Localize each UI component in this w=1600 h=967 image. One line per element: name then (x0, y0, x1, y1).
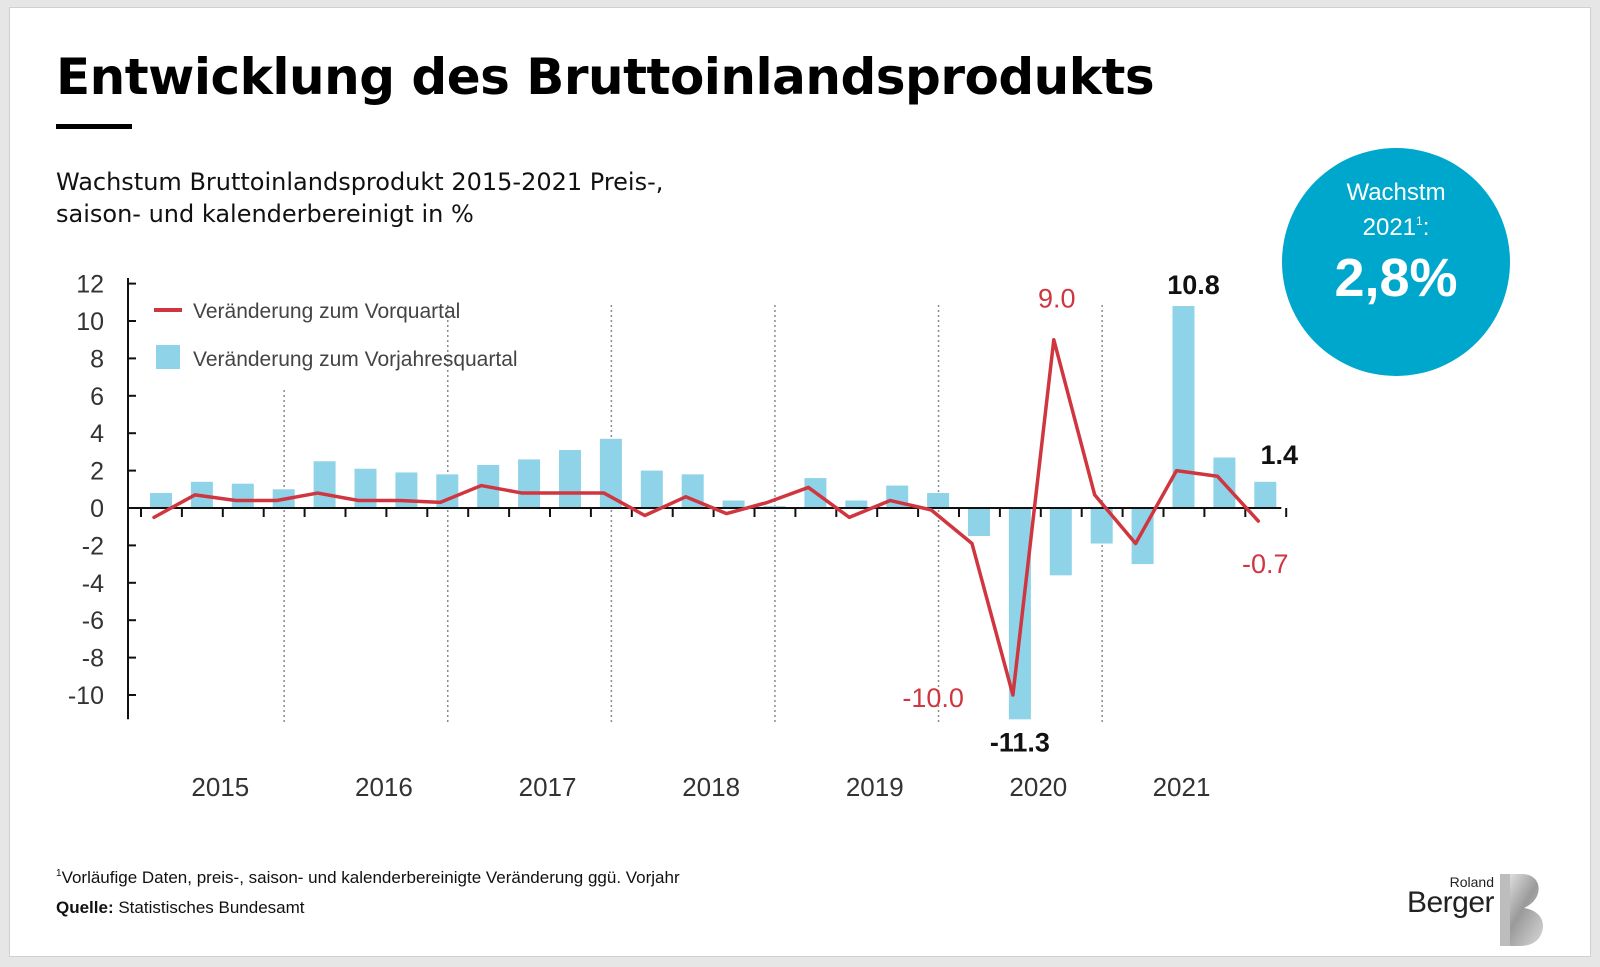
legend-label-vorquartal: Veränderung zum Vorquartal (193, 300, 460, 323)
y-tick-label: -4 (82, 570, 104, 598)
bar-vorjahresquartal (1008, 508, 1031, 720)
x-year-label: 2016 (355, 772, 413, 802)
data-label: 1.4 (1261, 440, 1299, 470)
badge-value: 2,8% (1334, 248, 1458, 308)
infographic-card: Entwicklung des Bruttoinlandsprodukts Wa… (9, 7, 1591, 957)
data-label: -11.3 (990, 727, 1050, 757)
chart-subtitle: Wachstum Bruttoinlandsprodukt 2015-2021 … (56, 166, 756, 230)
subtitle-line-2: saison- und kalenderbereinigt in % (56, 200, 474, 228)
y-tick-label: 0 (90, 495, 104, 523)
bar-vorjahresquartal (354, 468, 377, 508)
subtitle-line-1: Wachstum Bruttoinlandsprodukt 2015-2021 … (56, 168, 664, 196)
bar-vorjahresquartal (559, 450, 581, 508)
bar-vorjahresquartal (599, 438, 622, 508)
title-underline (56, 124, 132, 129)
logo-roland: Roland (1449, 874, 1494, 890)
x-year-label: 2020 (1009, 772, 1067, 802)
growth-badge: Wachstm 20211: 2,8% (1282, 148, 1510, 376)
source-label: Quelle: (56, 898, 114, 917)
bar-vorjahresquartal (518, 459, 541, 508)
y-tick-label: -6 (82, 607, 104, 635)
bar-vorjahresquartal (927, 493, 950, 508)
y-tick-label: 4 (90, 420, 104, 448)
source-line: Quelle: Statistisches Bundesamt (56, 898, 305, 918)
data-label: 10.8 (1167, 270, 1220, 300)
bar-vorjahresquartal (640, 470, 663, 508)
bar-vorjahresquartal (1090, 508, 1113, 544)
y-tick-label: 12 (76, 271, 104, 299)
x-year-label: 2015 (191, 772, 249, 802)
bar-vorjahresquartal (845, 500, 868, 508)
bar-vorjahresquartal (681, 474, 704, 508)
bar-vorjahresquartal (1254, 481, 1277, 508)
roland-berger-logo: Roland Berger (1400, 874, 1560, 949)
badge-year: 20211: (1282, 206, 1510, 243)
legend-label-vorjahresquartal: Veränderung zum Vorjahresquartal (193, 348, 518, 371)
legend-bar-swatch (156, 345, 180, 369)
bar-vorjahresquartal (722, 500, 745, 508)
line-vorquartal (152, 337, 1261, 697)
y-tick-label: 2 (90, 458, 104, 486)
data-label: 9.0 (1038, 284, 1076, 314)
y-tick-label: 8 (90, 345, 104, 373)
x-year-label: 2021 (1153, 772, 1211, 802)
data-label: -0.7 (1242, 549, 1289, 579)
y-tick-label: 6 (90, 383, 104, 411)
badge-footnote-mark: 1 (1416, 214, 1423, 228)
bar-vorjahresquartal (231, 483, 254, 508)
bar-vorjahresquartal (968, 508, 990, 537)
badge-year-text: 2021 (1362, 214, 1417, 241)
bar-vorjahresquartal (1172, 306, 1195, 508)
footnote: 1Vorläufige Daten, preis-, saison- und k… (56, 868, 680, 888)
x-year-label: 2019 (846, 772, 904, 802)
logo-b-mark-icon (1500, 874, 1544, 946)
data-label: -10.0 (902, 683, 964, 713)
bar-vorjahresquartal (436, 474, 459, 508)
y-tick-label: -10 (68, 682, 104, 710)
y-tick-label: -8 (82, 645, 104, 673)
badge-label: Wachstm (1346, 179, 1446, 206)
x-year-label: 2017 (519, 772, 577, 802)
bar-vorjahresquartal (150, 493, 172, 508)
source-text: Statistisches Bundesamt (113, 898, 305, 917)
gdp-chart: 12 10 8 6 4 2 0 -2 -4 -6 -8 -10 2015 2016 2017 2018 2019… (68, 270, 1299, 802)
bar-vorjahresquartal (313, 461, 336, 508)
y-tick-label: 10 (76, 308, 104, 336)
badge-colon: : (1422, 214, 1430, 241)
footnote-mark: 1 (56, 868, 62, 879)
y-tick-label: -2 (82, 532, 104, 560)
footnote-text: Vorläufige Daten, preis-, saison- und ka… (61, 868, 680, 887)
x-year-label: 2018 (682, 772, 740, 802)
bar-vorjahresquartal (1049, 508, 1072, 576)
logo-berger: Berger (1406, 886, 1495, 919)
page-title: Entwicklung des Bruttoinlandsprodukts (56, 48, 1155, 106)
